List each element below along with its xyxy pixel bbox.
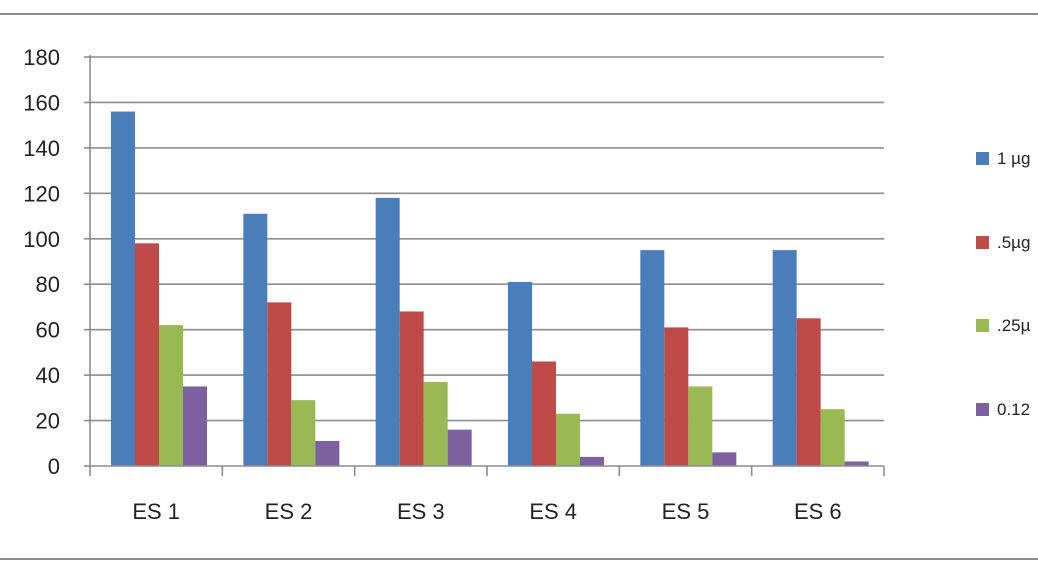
bar [712,452,737,466]
x-category-label: ES 4 [529,499,577,524]
y-tick-label: 100 [23,227,60,252]
y-tick-label: 0 [48,454,60,479]
x-category-label: ES 3 [397,499,445,524]
bar [508,281,532,466]
bar [267,302,292,466]
bar [423,381,448,466]
bar [532,361,556,466]
legend-label: .5µg [997,233,1030,252]
legend-swatch [976,319,989,332]
legend: 1 µg .5µg .25µ 0.12 [976,149,1031,419]
bar [159,325,183,466]
bar [556,413,580,466]
bar [820,409,845,466]
bar [183,386,207,466]
y-axis-tick-labels: 0 20 40 60 80 100 120 140 160 180 [23,45,60,479]
legend-swatch [976,403,989,416]
y-tick-label: 120 [23,181,60,206]
bar [243,213,268,466]
bar [291,400,316,466]
bar [135,243,159,466]
legend-label: .25µ [997,316,1031,335]
gridlines [84,56,884,467]
x-category-label: ES 1 [132,499,180,524]
x-category-label: ES 6 [794,499,842,524]
legend-swatch [976,152,989,165]
legend-swatch [976,236,989,249]
bar [796,318,821,466]
x-axis-category-labels: ES 1 ES 2 ES 3 ES 4 ES 5 ES 6 [132,499,841,524]
y-tick-label: 180 [23,45,60,70]
bar [844,461,869,466]
bar [664,327,689,466]
legend-label: 0.12 [997,400,1030,419]
bar [580,456,604,466]
y-tick-label: 20 [36,409,60,434]
y-tick-label: 160 [23,90,60,115]
axes [89,55,885,476]
x-category-label: ES 5 [662,499,710,524]
bar [315,441,340,466]
bar [375,197,400,466]
bar [640,250,665,466]
y-tick-label: 80 [36,272,60,297]
bar [688,386,713,466]
y-tick-label: 40 [36,363,60,388]
legend-label: 1 µg [997,149,1030,168]
bar [772,250,797,466]
x-category-label: ES 2 [265,499,313,524]
y-tick-label: 140 [23,136,60,161]
bar-series [111,111,869,467]
y-tick-label: 60 [36,318,60,343]
bar [447,429,472,466]
bar [111,111,135,467]
bar [399,311,424,466]
